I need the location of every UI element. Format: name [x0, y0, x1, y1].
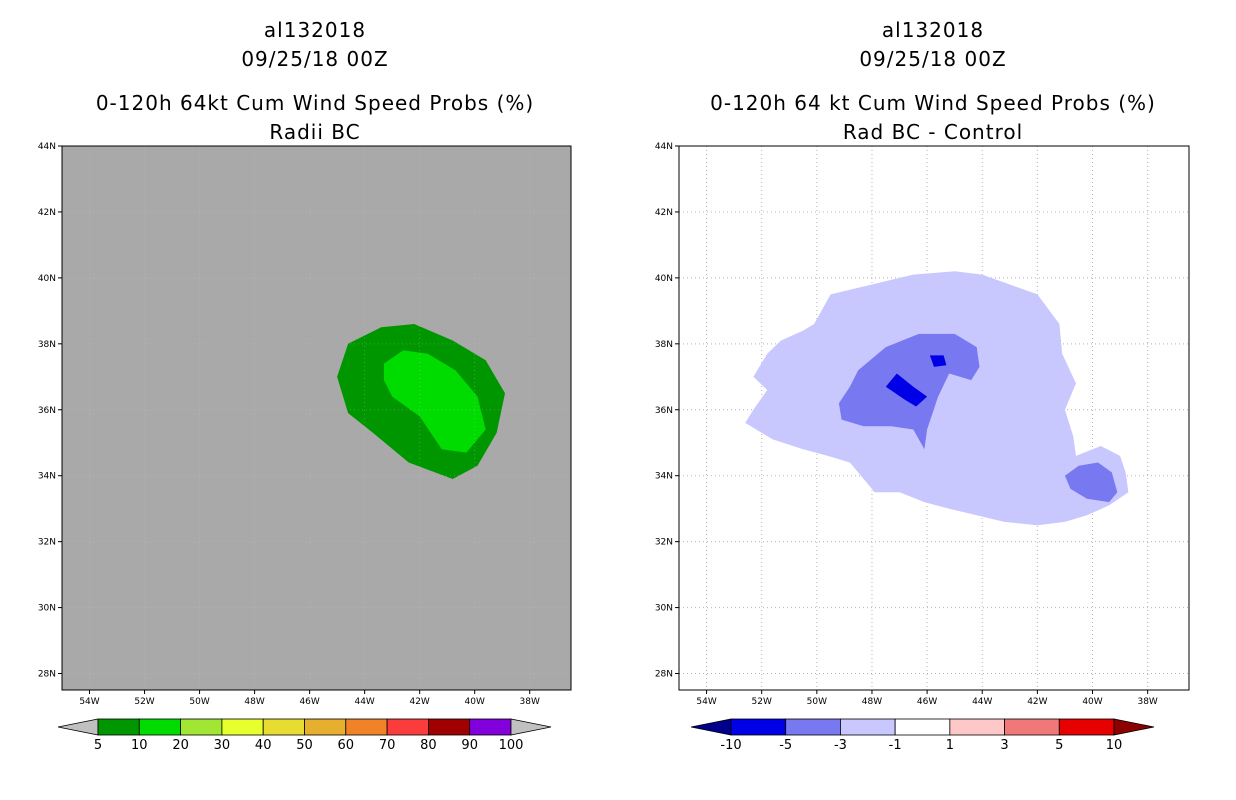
left-colorbar-label: 70 [379, 738, 396, 753]
left-colorbar-swatch [386, 718, 429, 736]
left-lon-tick-label: 48W [244, 697, 264, 707]
left-colorbar-label: 10 [131, 738, 148, 753]
left-lon-tick-label: 40W [465, 697, 485, 707]
right-chart-title: 0-120h 64 kt Cum Wind Speed Probs (%) [710, 91, 1156, 115]
left-colorbar-label: 30 [214, 738, 231, 753]
left-colorbar-swatch [97, 718, 140, 736]
right-lat-tick-label: 38N [655, 340, 673, 350]
left-colorbar-swatch [138, 718, 182, 736]
right-contour-group [745, 271, 1129, 526]
right-contour-4 [929, 355, 947, 367]
right-colorbar-label: -3 [834, 738, 847, 753]
right-lat-tick-label: 44N [655, 142, 673, 152]
right-lat-tick-label: 36N [655, 406, 673, 416]
left-colorbar-swatch [469, 718, 512, 736]
right-lon-tick-label: 46W [917, 697, 937, 707]
left-lon-tick-label: 38W [520, 697, 540, 707]
right-colorbar-swatch [785, 718, 841, 736]
right-colorbar-label: 5 [1055, 738, 1063, 753]
left-lat-tick-label: 30N [38, 604, 56, 614]
left-lat-tick-label: 28N [38, 670, 56, 680]
right-lon-tick-label: 54W [696, 697, 716, 707]
left-lat-tick-label: 38N [38, 340, 56, 350]
right-colorbar-label: -10 [720, 738, 741, 753]
right-lon-tick-label: 44W [972, 697, 992, 707]
left-colorbar-label: 100 [499, 738, 524, 753]
left-colorbar-right-arrow [510, 718, 552, 736]
left-chart-subtitle: Radii BC [269, 120, 361, 144]
left-colorbar-swatch [221, 718, 264, 736]
right-map-frame [678, 145, 1190, 691]
right-lat-tick-label: 42N [655, 208, 673, 218]
left-colorbar-label: 5 [94, 738, 102, 753]
right-colorbar-swatch [840, 718, 896, 736]
left-datetime: 09/25/18 00Z [241, 47, 389, 71]
right-colorbar-label: -5 [779, 738, 792, 753]
left-colorbar-label: 20 [172, 738, 189, 753]
left-lon-tick-label: 54W [79, 697, 99, 707]
left-lon-tick-label: 50W [189, 697, 209, 707]
left-colorbar-label: 50 [296, 738, 313, 753]
right-colorbar-label: 1 [946, 738, 954, 753]
left-map-frame [61, 145, 572, 691]
right-contour-2 [1064, 462, 1118, 503]
right-lon-tick-label: 52W [752, 697, 772, 707]
right-lat-tick-label: 30N [655, 604, 673, 614]
left-colorbar-swatch [345, 718, 388, 736]
right-lon-tick-label: 50W [807, 697, 827, 707]
left-lat-tick-label: 34N [38, 472, 56, 482]
left-lon-tick-label: 44W [354, 697, 374, 707]
left-colorbar-label: 40 [255, 738, 272, 753]
right-colorbar-swatch [730, 718, 787, 736]
left-colorbar-left-arrow [57, 718, 99, 736]
left-colorbar-swatch [180, 718, 223, 736]
right-colorbar-swatch [949, 718, 1005, 736]
right-colorbar-left-arrow [690, 718, 732, 736]
left-contour-group [337, 324, 505, 479]
left-lon-tick-label: 52W [134, 697, 154, 707]
right-lon-tick-label: 42W [1027, 697, 1047, 707]
left-chart-title: 0-120h 64kt Cum Wind Speed Probs (%) [95, 91, 535, 115]
right-lon-tick-label: 38W [1137, 697, 1157, 707]
right-colorbar-label: 10 [1106, 738, 1123, 753]
right-datetime: 09/25/18 00Z [859, 47, 1007, 71]
right-lat-tick-label: 40N [655, 274, 673, 284]
left-colorbar-swatch [304, 718, 347, 736]
left-colorbar-label: 80 [420, 738, 437, 753]
left-lat-tick-label: 32N [38, 538, 56, 548]
left-lat-tick-label: 44N [38, 142, 56, 152]
left-contour-1 [383, 350, 486, 453]
left-colorbar-swatch [427, 718, 471, 736]
left-storm-id: al132018 [263, 18, 367, 42]
right-lat-tick-label: 32N [655, 538, 673, 548]
right-storm-id: al132018 [881, 18, 985, 42]
left-colorbar-label: 90 [461, 738, 478, 753]
right-colorbar-label: -1 [889, 738, 902, 753]
right-contour-3 [885, 373, 928, 407]
right-colorbar-right-arrow [1113, 718, 1155, 736]
left-lat-tick-label: 42N [38, 208, 56, 218]
right-colorbar-label: 3 [1000, 738, 1008, 753]
left-lat-tick-label: 36N [38, 406, 56, 416]
right-colorbar-swatch [894, 718, 951, 736]
left-lon-tick-label: 46W [299, 697, 319, 707]
right-colorbar-swatch [1004, 718, 1060, 736]
right-lon-tick-label: 40W [1082, 697, 1102, 707]
right-lat-tick-label: 28N [655, 670, 673, 680]
right-colorbar-swatch [1058, 718, 1115, 736]
left-colorbar-label: 60 [338, 738, 355, 753]
right-lon-tick-label: 48W [862, 697, 882, 707]
left-colorbar-swatch [262, 718, 305, 736]
right-chart-subtitle: Rad BC - Control [842, 120, 1024, 144]
right-lat-tick-label: 34N [655, 472, 673, 482]
left-lon-tick-label: 42W [409, 697, 429, 707]
left-lat-tick-label: 40N [38, 274, 56, 284]
